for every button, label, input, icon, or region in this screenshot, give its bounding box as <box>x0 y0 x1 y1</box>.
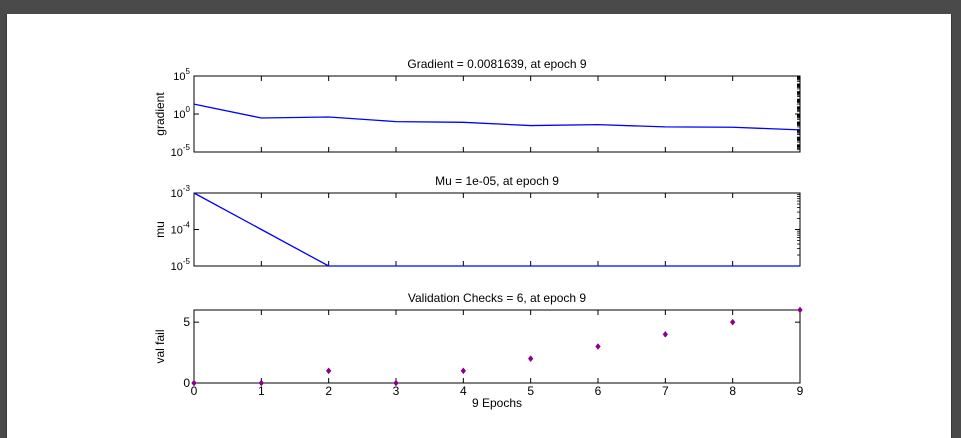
x-axis-label: 9 Epochs <box>472 396 522 410</box>
data-point <box>595 343 601 350</box>
data-point <box>191 379 197 387</box>
y-tick-label: 105 <box>173 67 190 83</box>
subplot-title: Gradient = 0.0081639, at epoch 9 <box>407 57 586 71</box>
data-point <box>460 367 467 375</box>
series-line <box>193 103 801 131</box>
axes-box <box>193 192 801 267</box>
y-tick-label: 100 <box>173 105 190 121</box>
axes-box <box>193 309 801 384</box>
x-tick-label: 5 <box>527 384 534 398</box>
subplot-1: 10-3 10-4 10-5 Mu = 1e-05, at epoch 9 mu <box>153 174 801 273</box>
y-axis-label: mu <box>153 221 167 238</box>
data-point <box>527 355 534 363</box>
y-axis-label: val fail <box>153 329 167 363</box>
y-tick-label: 5 <box>183 315 190 329</box>
series-line <box>193 192 800 267</box>
x-tick-label: 7 <box>662 384 669 398</box>
y-axis-label: gradient <box>153 92 167 136</box>
data-point <box>393 379 399 387</box>
data-point <box>325 367 332 375</box>
subplot-2: 5 0 Validation Checks = 6, at epoch 9 val f… <box>153 291 804 410</box>
x-tick-label: 4 <box>460 384 467 398</box>
figure-panel: 105 100 10-5 Gradient = 0.0081639, at epoch… <box>6 14 952 438</box>
y-tick-label: 10-5 <box>171 143 191 159</box>
y-tick-label: 0 <box>183 376 190 390</box>
data-point <box>662 330 669 338</box>
x-tick-label: 1 <box>258 384 265 398</box>
subplot-title: Validation Checks = 6, at epoch 9 <box>408 291 587 305</box>
x-tick-label: 3 <box>393 384 400 398</box>
subplot-0: 105 100 10-5 Gradient = 0.0081639, at epoch… <box>153 57 801 159</box>
x-tick-label: 6 <box>595 384 602 398</box>
data-point <box>797 306 803 314</box>
data-point <box>258 379 265 387</box>
x-tick-label: 2 <box>325 384 332 398</box>
x-tick-label: 9 <box>797 384 804 398</box>
y-tick-label: 10-5 <box>171 257 191 273</box>
y-tick-label: 10-4 <box>171 221 191 237</box>
axes-box <box>193 75 801 153</box>
x-tick-label: 8 <box>729 384 736 398</box>
x-tick-label: 0 <box>191 384 198 398</box>
y-tick-label: 10-3 <box>171 184 191 200</box>
subplot-title: Mu = 1e-05, at epoch 9 <box>435 174 559 188</box>
data-point <box>729 318 736 326</box>
